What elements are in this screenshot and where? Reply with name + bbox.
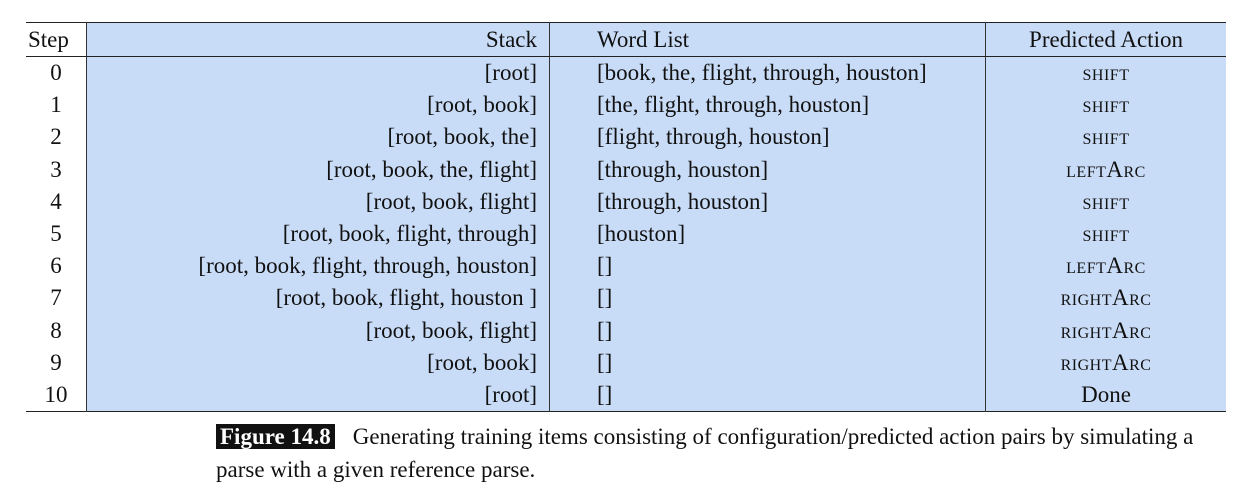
cell-step: 7 xyxy=(26,282,87,315)
cell-stack: [root, book, the, flight] xyxy=(86,153,550,186)
table-row: 6 [root, book, flight, through, houston][… xyxy=(26,250,1226,283)
cell-step: 6 xyxy=(26,250,87,283)
cell-word-list: [through, houston] xyxy=(549,153,986,186)
cell-stack: [root, book, the] xyxy=(86,121,550,154)
figure-label: Figure 14.8 xyxy=(216,424,335,449)
cell-stack: [root] xyxy=(86,378,550,412)
cell-predicted-action: shift xyxy=(985,121,1226,154)
cell-stack: [root, book] xyxy=(86,89,550,122)
table-row: 4 [root, book, flight] [through, houston] s… xyxy=(26,185,1226,218)
cell-predicted-action: leftArc xyxy=(985,153,1226,186)
header-stack: Stack xyxy=(86,22,550,57)
cell-stack: [root, book, flight, through] xyxy=(86,217,550,251)
cell-predicted-action: shift xyxy=(985,217,1226,251)
cell-word-list: [flight, through, houston] xyxy=(549,121,986,154)
table-row: 5 [root, book, flight, through] [houston] s… xyxy=(26,217,1226,251)
cell-word-list: [] xyxy=(549,314,986,347)
header-word-list: Word List xyxy=(549,22,986,57)
cell-word-list: [houston] xyxy=(549,217,986,251)
table-row: 7 [root, book, flight, houston ][] rightAr… xyxy=(26,282,1226,315)
cell-word-list: [] xyxy=(549,282,986,315)
cell-step: 3 xyxy=(26,153,87,186)
cell-stack: [root, book, flight] xyxy=(86,314,550,347)
cell-step: 5 xyxy=(26,217,87,251)
cell-word-list: [] xyxy=(549,378,986,412)
cell-word-list: [through, houston] xyxy=(549,185,986,218)
cell-step: 4 xyxy=(26,185,87,218)
cell-step: 2 xyxy=(26,121,87,154)
cell-predicted-action: shift xyxy=(985,89,1226,122)
cell-stack: [root, book, flight, through, houston] xyxy=(86,250,550,283)
parse-table: Step Stack Word List Predicted Action 0[… xyxy=(26,22,1226,413)
cell-stack: [root, book, flight, houston ] xyxy=(86,282,550,315)
table-row: 10 [root][] Done xyxy=(26,378,1226,412)
table-header-row: Step Stack Word List Predicted Action xyxy=(26,22,1226,57)
cell-stack: [root, book] xyxy=(86,346,550,379)
table-body: 0 [root] [book, the, flight, through, hous… xyxy=(26,56,1226,412)
cell-predicted-action: shift xyxy=(985,56,1226,90)
cell-step: 9 xyxy=(26,346,87,379)
table-row: 8 [root, book, flight][] rightArc xyxy=(26,314,1226,347)
cell-step: 10 xyxy=(26,378,87,412)
header-predicted-action: Predicted Action xyxy=(985,22,1226,57)
cell-word-list: [book, the, flight, through, houston] xyxy=(549,56,986,90)
cell-predicted-action: rightArc xyxy=(985,314,1226,347)
cell-step: 1 xyxy=(26,89,87,122)
table-row: 0 [root] [book, the, flight, through, hous… xyxy=(26,56,1226,90)
table-row: 9 [root, book][] rightArc xyxy=(26,346,1226,379)
cell-word-list: [] xyxy=(549,250,986,283)
cell-stack: [root] xyxy=(86,56,550,90)
cell-predicted-action: rightArc xyxy=(985,282,1226,315)
cell-predicted-action: Done xyxy=(985,378,1226,412)
caption-text: Generating training items consisting of … xyxy=(216,424,1194,482)
cell-stack: [root, book, flight] xyxy=(86,185,550,218)
cell-predicted-action: shift xyxy=(985,185,1226,218)
cell-step: 0 xyxy=(26,56,87,90)
table-row: 3 [root, book, the, flight] [through, hous… xyxy=(26,153,1226,186)
cell-word-list: [the, flight, through, houston] xyxy=(549,89,986,122)
cell-word-list: [] xyxy=(549,346,986,379)
header-step: Step xyxy=(26,22,87,57)
table-row: 2 [root, book, the] [flight, through, hous… xyxy=(26,121,1226,154)
table-row: 1 [root, book] [the, flight, through, hous… xyxy=(26,89,1226,122)
cell-predicted-action: rightArc xyxy=(985,346,1226,379)
figure-caption: Figure 14.8 Generating training items con… xyxy=(216,420,1216,486)
cell-step: 8 xyxy=(26,314,87,347)
cell-predicted-action: leftArc xyxy=(985,250,1226,283)
